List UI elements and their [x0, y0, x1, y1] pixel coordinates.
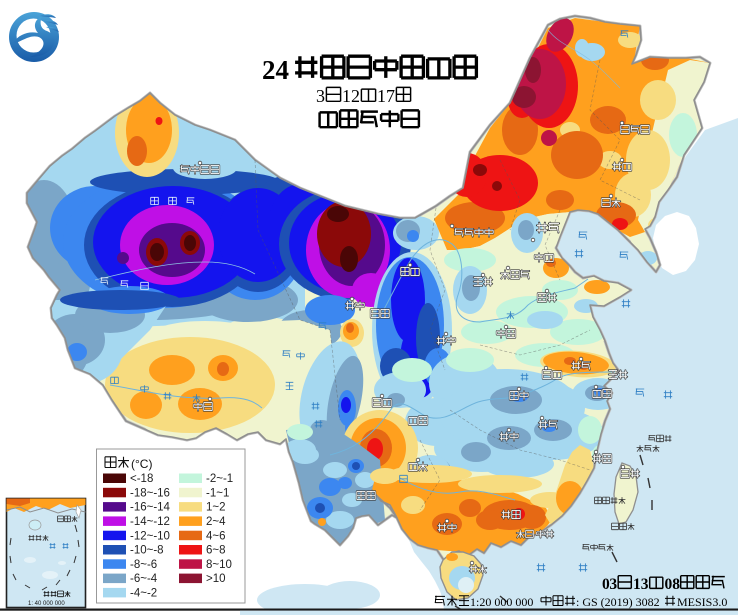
svg-text:6~8: 6~8: [206, 545, 226, 557]
svg-text:-4~-2: -4~-2: [130, 588, 157, 600]
svg-text:13: 13: [633, 576, 649, 593]
svg-text:2~4: 2~4: [206, 516, 226, 528]
svg-text:3: 3: [609, 576, 617, 593]
svg-text:MESIS3.0: MESIS3.0: [677, 595, 727, 609]
svg-text:-18~-16: -18~-16: [130, 487, 170, 499]
svg-text:-6~-4: -6~-4: [130, 573, 158, 585]
svg-text:-14~-12: -14~-12: [130, 516, 170, 528]
svg-text:4~6: 4~6: [206, 530, 226, 542]
svg-text:-12~-10: -12~-10: [130, 530, 170, 542]
svg-text:-8~-6: -8~-6: [130, 559, 157, 571]
svg-text:3: 3: [316, 86, 325, 106]
svg-text:-2~-1: -2~-1: [206, 473, 233, 485]
svg-text:-10~-8: -10~-8: [130, 545, 164, 557]
svg-text:-16~-14: -16~-14: [130, 502, 171, 514]
svg-text:24: 24: [262, 55, 289, 85]
svg-text:1~2: 1~2: [206, 502, 226, 514]
svg-text:>10: >10: [206, 573, 226, 585]
svg-text:17: 17: [377, 86, 395, 106]
svg-text:: GS (2019) 3082: : GS (2019) 3082: [576, 595, 660, 609]
svg-text:1:20 000 000: 1:20 000 000: [470, 595, 533, 609]
svg-text:0: 0: [602, 576, 610, 593]
svg-text:12: 12: [342, 86, 360, 106]
svg-text:1: 40 000 000: 1: 40 000 000: [28, 601, 65, 607]
svg-text:-1~1: -1~1: [206, 487, 229, 499]
svg-text:<-18: <-18: [130, 473, 153, 485]
svg-text:8~10: 8~10: [206, 559, 232, 571]
svg-text:08: 08: [665, 576, 681, 593]
svg-text:(°C): (°C): [131, 457, 152, 471]
